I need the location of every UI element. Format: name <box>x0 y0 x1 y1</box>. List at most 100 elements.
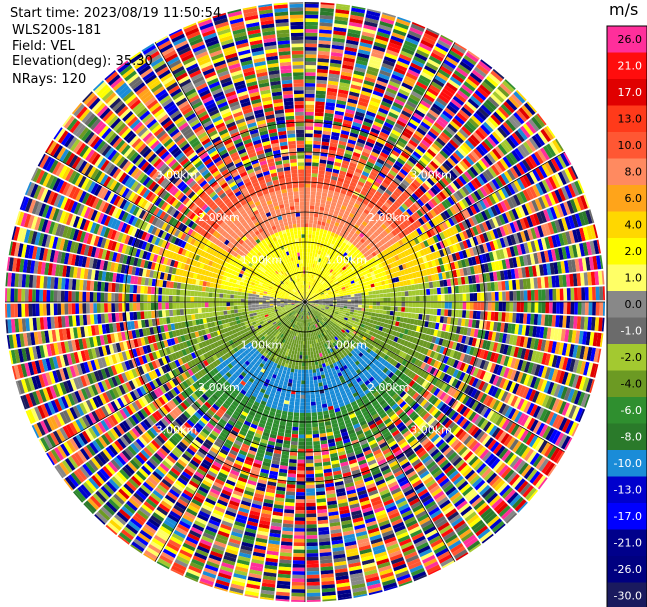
velocity-bin <box>305 108 314 112</box>
velocity-bin <box>425 221 432 230</box>
velocity-bin <box>351 282 356 287</box>
velocity-bin <box>307 245 311 249</box>
velocity-bin <box>431 259 437 267</box>
velocity-bin <box>506 137 517 149</box>
velocity-bin <box>364 288 369 293</box>
velocity-bin <box>318 33 332 38</box>
velocity-bin <box>334 263 339 268</box>
velocity-bin <box>577 180 585 194</box>
velocity-bin <box>329 208 335 214</box>
velocity-bin <box>340 167 348 173</box>
velocity-bin <box>302 362 305 367</box>
velocity-bin <box>563 302 568 315</box>
velocity-bin <box>378 313 383 318</box>
velocity-bin <box>416 106 427 115</box>
velocity-bin <box>520 143 530 156</box>
velocity-bin <box>343 198 350 204</box>
velocity-bin <box>385 118 396 126</box>
velocity-bin <box>357 307 362 311</box>
velocity-bin <box>595 302 600 316</box>
velocity-bin <box>312 162 319 167</box>
velocity-bin <box>311 238 315 243</box>
velocity-bin <box>335 154 344 160</box>
velocity-bin <box>310 198 316 203</box>
velocity-bin <box>549 141 560 155</box>
velocity-bin <box>327 80 339 86</box>
velocity-bin <box>515 109 528 123</box>
velocity-bin <box>444 287 449 294</box>
velocity-bin <box>312 275 315 279</box>
velocity-bin <box>331 217 337 222</box>
velocity-bin <box>312 287 316 291</box>
velocity-bin <box>358 97 370 104</box>
velocity-bin <box>340 300 344 302</box>
velocity-bin <box>454 115 465 125</box>
velocity-bin <box>501 312 506 322</box>
velocity-bin <box>395 174 404 182</box>
velocity-bin <box>432 49 446 59</box>
velocity-bin <box>331 270 335 275</box>
velocity-bin <box>318 360 322 365</box>
velocity-bin <box>307 292 310 297</box>
velocity-bin <box>426 302 431 308</box>
velocity-bin <box>394 248 401 255</box>
velocity-bin <box>388 80 401 89</box>
velocity-bin <box>334 289 339 292</box>
velocity-bin <box>306 495 316 500</box>
velocity-bin <box>337 92 348 99</box>
velocity-bin <box>353 312 358 316</box>
velocity-bin <box>400 151 410 160</box>
velocity-bin <box>355 229 361 235</box>
velocity-bin <box>445 82 458 92</box>
velocity-bin <box>326 94 337 100</box>
velocity-bin <box>534 302 539 313</box>
velocity-bin <box>509 302 514 312</box>
velocity-bin <box>311 282 314 287</box>
velocity-bin <box>319 254 323 259</box>
velocity-bin <box>309 294 312 298</box>
velocity-bin <box>372 298 377 302</box>
velocity-bin <box>358 296 362 299</box>
velocity-bin <box>526 101 537 113</box>
velocity-bin <box>382 230 389 237</box>
velocity-bin <box>340 295 344 299</box>
velocity-bin <box>310 245 314 250</box>
velocity-bin <box>459 293 463 302</box>
velocity-bin <box>497 174 507 186</box>
velocity-bin <box>328 291 332 295</box>
velocity-bin <box>494 312 499 322</box>
velocity-bin <box>357 161 366 168</box>
velocity-bin <box>319 289 323 293</box>
velocity-bin <box>321 137 330 143</box>
velocity-bin <box>350 158 359 165</box>
velocity-bin <box>462 240 469 249</box>
velocity-bin <box>335 218 341 224</box>
velocity-bin <box>398 239 404 246</box>
velocity-bin <box>333 225 338 230</box>
velocity-bin <box>342 247 348 252</box>
velocity-bin <box>397 185 406 193</box>
velocity-bin <box>399 182 408 190</box>
velocity-bin <box>351 194 358 200</box>
velocity-bin <box>314 289 318 293</box>
velocity-bin <box>377 27 391 35</box>
velocity-bin <box>546 208 554 221</box>
velocity-bin <box>379 151 389 159</box>
velocity-bin <box>345 259 350 264</box>
velocity-bin <box>368 62 381 70</box>
velocity-bin <box>305 430 312 435</box>
velocity-bin <box>393 67 406 75</box>
velocity-bin <box>416 251 422 258</box>
velocity-bin <box>386 247 392 254</box>
velocity-bin <box>400 213 408 221</box>
velocity-bin <box>358 134 367 141</box>
velocity-bin <box>337 177 345 183</box>
velocity-bin <box>396 259 402 266</box>
velocity-bin <box>308 281 311 286</box>
velocity-bin <box>502 224 510 236</box>
velocity-bin <box>431 143 441 152</box>
velocity-bin <box>314 458 322 464</box>
velocity-bin <box>377 210 384 217</box>
velocity-bin <box>312 231 316 235</box>
velocity-bin <box>373 231 380 237</box>
